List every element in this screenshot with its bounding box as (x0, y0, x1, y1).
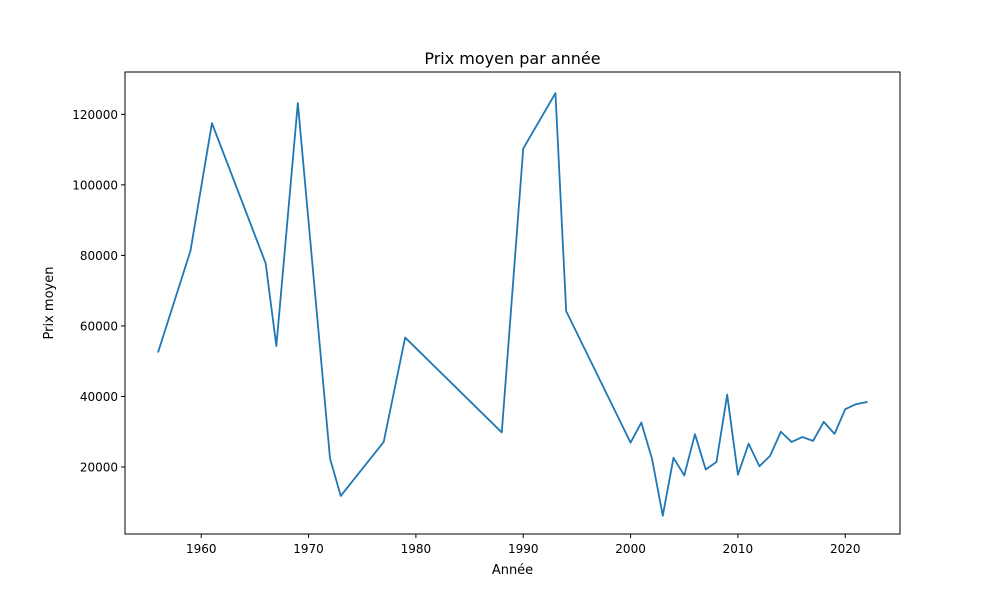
data-point-2019 (834, 433, 836, 435)
y-tick-label: 80000 (80, 249, 118, 263)
data-point-1959 (190, 250, 192, 252)
data-point-1973 (340, 495, 342, 497)
x-tick-label: 2020 (830, 542, 861, 556)
data-point-2011 (748, 443, 750, 445)
data-point-2004 (673, 457, 675, 459)
x-tick-label: 2010 (723, 542, 754, 556)
data-point-2013 (769, 455, 771, 457)
x-tick-label: 1980 (401, 542, 432, 556)
data-point-2002 (651, 458, 653, 460)
data-point-2010 (737, 474, 739, 476)
y-tick-label: 60000 (80, 319, 118, 333)
data-point-1967 (275, 345, 277, 347)
data-point-1966 (265, 262, 267, 264)
data-point-2015 (791, 441, 793, 443)
data-point-2006 (694, 433, 696, 435)
data-point-2000 (630, 442, 632, 444)
data-point-1994 (565, 310, 567, 312)
data-point-2009 (726, 394, 728, 396)
y-tick-label: 40000 (80, 390, 118, 404)
x-tick-label: 1970 (293, 542, 324, 556)
data-point-2021 (855, 403, 857, 405)
y-axis-label: Prix moyen (42, 267, 57, 340)
data-point-2005 (683, 475, 685, 477)
data-point-1961 (211, 122, 213, 124)
x-tick-label: 2000 (615, 542, 646, 556)
x-tick-label: 1960 (186, 542, 217, 556)
y-tick-label: 20000 (80, 460, 118, 474)
data-point-1969 (297, 102, 299, 104)
data-point-1979 (404, 337, 406, 339)
data-point-2003 (662, 515, 664, 517)
data-point-2018 (823, 421, 825, 423)
x-axis-label: Année (492, 563, 533, 578)
y-tick-label: 120000 (72, 108, 118, 122)
data-point-1972 (329, 458, 331, 460)
x-tick-label: 1990 (508, 542, 539, 556)
data-point-2020 (844, 408, 846, 410)
data-point-1956 (157, 351, 159, 353)
data-point-2017 (812, 440, 814, 442)
y-tick-label: 100000 (72, 178, 118, 192)
data-point-1993 (555, 92, 557, 94)
data-point-2012 (758, 465, 760, 467)
data-point-2022 (866, 401, 868, 403)
data-point-1977 (383, 441, 385, 443)
chart-title: Prix moyen par année (424, 49, 600, 68)
data-point-2016 (801, 436, 803, 438)
data-point-1990 (522, 148, 524, 150)
data-point-2014 (780, 431, 782, 433)
data-point-2008 (716, 461, 718, 463)
data-point-1988 (501, 432, 503, 434)
data-point-2007 (705, 469, 707, 471)
data-point-2001 (640, 422, 642, 424)
